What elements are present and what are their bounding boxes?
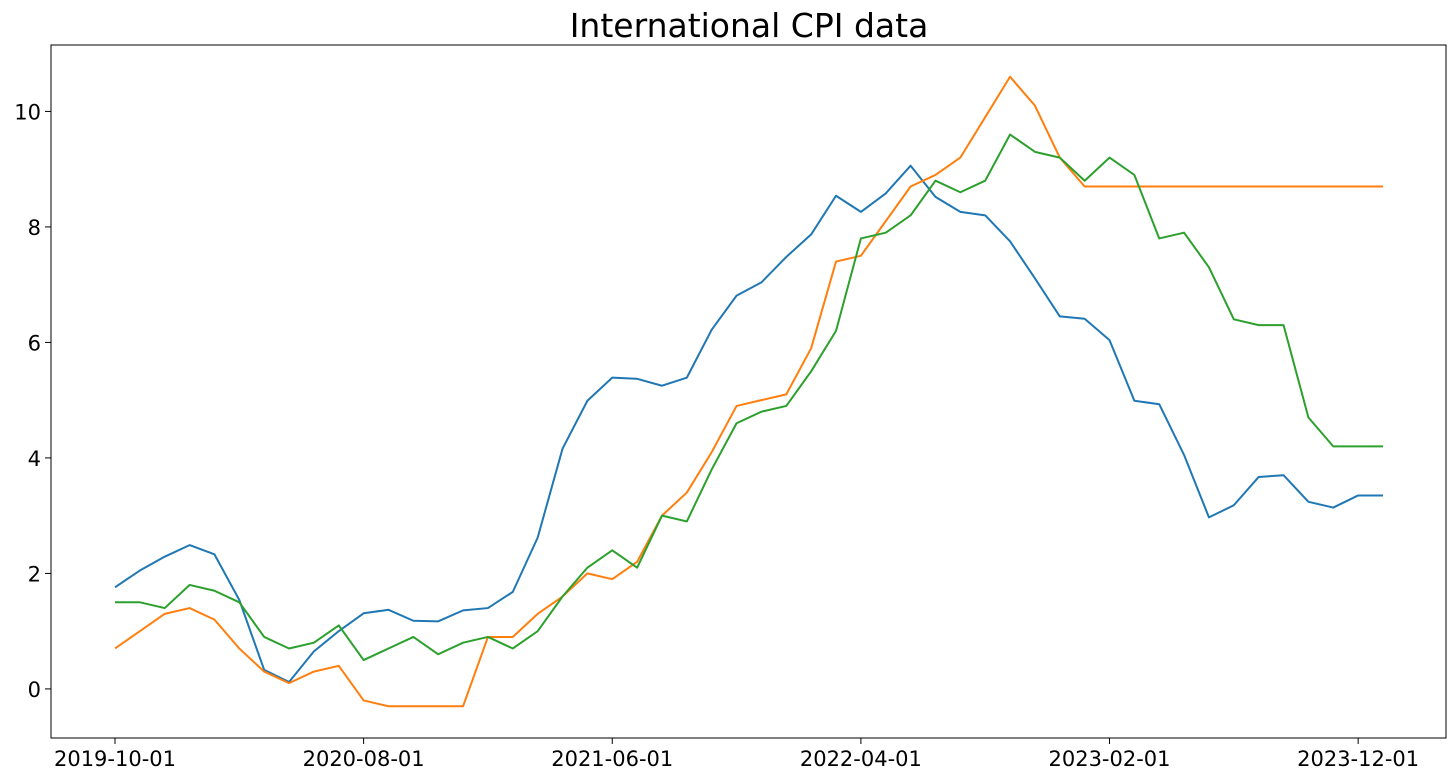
- series-line-1: [114, 164, 1383, 683]
- series-line-3: [115, 133, 1383, 662]
- y-axis: 0 2 4 6 8 10: [14, 100, 51, 702]
- y-tick-label: 0: [28, 678, 41, 702]
- x-tick-label: 2023-02-01: [1048, 747, 1170, 771]
- x-tick-label: 2023-12-01: [1297, 747, 1419, 771]
- x-tick-label: 2020-08-01: [303, 747, 425, 771]
- y-tick-label: 2: [28, 562, 41, 586]
- y-tick-label: 8: [28, 216, 41, 240]
- y-tick-label: 10: [14, 100, 41, 124]
- plot-frame: [50, 44, 1447, 739]
- series-line-2: [114, 75, 1383, 708]
- y-tick-label: 4: [28, 447, 41, 471]
- chart-title: International CPI data: [570, 6, 929, 45]
- x-tick-label: 2019-10-01: [54, 747, 176, 771]
- series-layer: [114, 75, 1383, 708]
- x-axis: 2019-10-01 2020-08-01 2021-06-01 2022-04-01…: [54, 738, 1419, 771]
- x-tick-label: 2021-06-01: [551, 747, 673, 771]
- x-tick-label: 2022-04-01: [800, 747, 922, 771]
- y-tick-label: 6: [28, 331, 41, 355]
